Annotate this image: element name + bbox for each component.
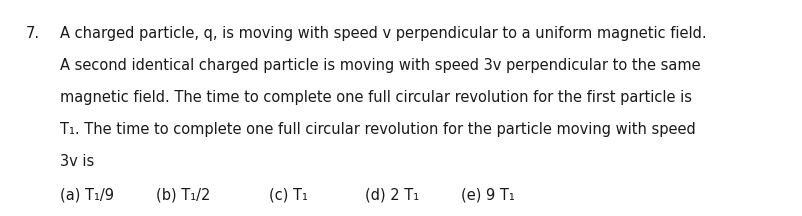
Text: (a) T₁/9: (a) T₁/9 (60, 188, 114, 203)
Text: (c) T₁: (c) T₁ (269, 188, 307, 203)
Text: (d) 2 T₁: (d) 2 T₁ (365, 188, 419, 203)
Text: A charged particle, q, is moving with speed v perpendicular to a uniform magneti: A charged particle, q, is moving with sp… (60, 26, 707, 41)
Text: (b) T₁/2: (b) T₁/2 (156, 188, 211, 203)
Text: 3v is: 3v is (60, 154, 95, 169)
Text: A second identical charged particle is moving with speed 3v perpendicular to the: A second identical charged particle is m… (60, 58, 701, 73)
Text: 7.: 7. (26, 26, 40, 41)
Text: T₁. The time to complete one full circular revolution for the particle moving wi: T₁. The time to complete one full circul… (60, 122, 696, 137)
Text: (e) 9 T₁: (e) 9 T₁ (461, 188, 515, 203)
Text: magnetic field. The time to complete one full circular revolution for the first : magnetic field. The time to complete one… (60, 90, 692, 105)
